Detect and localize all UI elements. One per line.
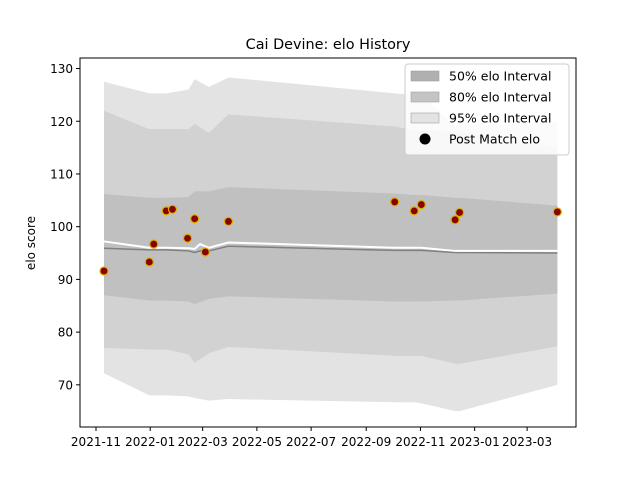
data-point	[99, 266, 109, 276]
x-tick-label: 2023-03	[502, 435, 552, 449]
mean-line	[103, 240, 558, 252]
data-point	[190, 214, 200, 224]
legend-swatch	[410, 112, 440, 124]
legend: 50% elo Interval 80% elo Interval 95% elo …	[404, 63, 570, 156]
data-point	[200, 247, 210, 257]
x-axis-ticks: 2021-11 2022-01 2022-03 2022-05 2022-07 2022-…	[71, 427, 552, 449]
post-match-points	[99, 197, 562, 276]
data-point	[454, 207, 465, 218]
legend-label: 95% elo Interval	[449, 111, 551, 126]
y-tick-label: 130	[50, 62, 73, 76]
x-tick-label: 2022-05	[232, 435, 282, 449]
data-point	[149, 239, 159, 249]
data-point	[416, 199, 426, 210]
interval-bands	[104, 77, 558, 412]
data-point	[552, 207, 562, 217]
legend-swatch	[410, 91, 440, 103]
y-tick-label: 100	[50, 220, 73, 234]
x-tick-label: 2022-09	[341, 435, 391, 449]
legend-marker	[419, 133, 431, 145]
x-tick-label: 2021-11	[71, 435, 121, 449]
legend-label: 50% elo Interval	[449, 69, 551, 84]
y-tick-label: 80	[58, 326, 73, 340]
data-point	[144, 257, 154, 267]
x-tick-label: 2022-03	[178, 435, 228, 449]
legend-label: Post Match elo	[449, 132, 540, 147]
x-tick-label: 2022-07	[286, 435, 336, 449]
legend-swatch	[410, 70, 440, 82]
x-tick-label: 2023-01	[450, 435, 500, 449]
legend-label: 80% elo Interval	[449, 90, 551, 105]
data-point	[390, 197, 400, 207]
y-axis-ticks: 70 80 90 100 110 120 130	[50, 62, 80, 392]
data-point	[167, 204, 178, 214]
y-tick-label: 110	[50, 167, 73, 181]
data-point	[450, 215, 460, 225]
chart-title: Cai Devine: elo History	[246, 37, 411, 53]
data-point	[223, 216, 234, 227]
plot-frame	[79, 57, 577, 428]
y-tick-label: 70	[58, 378, 73, 392]
y-tick-label: 90	[58, 273, 73, 287]
x-tick-label: 2022-01	[125, 435, 175, 449]
legend-box	[404, 63, 570, 156]
data-point	[409, 206, 419, 216]
data-point	[182, 233, 193, 243]
x-tick-label: 2022-11	[395, 435, 445, 449]
y-tick-label: 120	[50, 115, 73, 129]
y-axis-label: elo score	[24, 216, 38, 270]
